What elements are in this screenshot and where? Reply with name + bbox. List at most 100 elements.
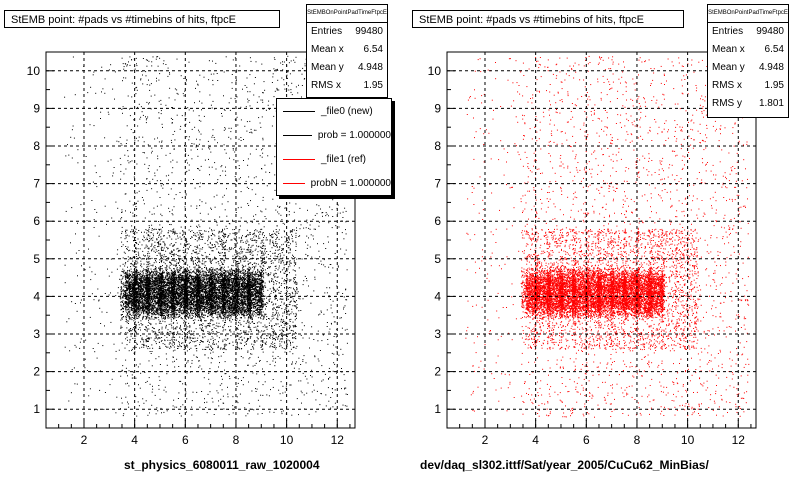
scatter-point bbox=[149, 274, 150, 276]
scatter-point bbox=[184, 304, 186, 306]
scatter-point bbox=[196, 308, 198, 310]
scatter-point bbox=[261, 315, 263, 317]
scatter-point bbox=[145, 277, 147, 279]
scatter-point bbox=[185, 307, 187, 309]
scatter-point bbox=[226, 315, 228, 317]
scatter-point bbox=[199, 212, 201, 214]
scatter-point bbox=[160, 277, 162, 279]
scatter-point bbox=[336, 366, 338, 368]
scatter-point bbox=[131, 298, 133, 300]
scatter-point bbox=[197, 315, 199, 317]
scatter-point bbox=[206, 298, 208, 300]
scatter-point bbox=[129, 316, 130, 318]
scatter-point bbox=[263, 254, 265, 256]
scatter-point bbox=[169, 292, 171, 294]
scatter-point bbox=[344, 207, 346, 209]
scatter-point bbox=[142, 294, 144, 296]
scatter-point bbox=[251, 292, 253, 294]
scatter-point bbox=[263, 226, 265, 228]
scatter-point bbox=[176, 358, 178, 360]
scatter-point bbox=[293, 330, 294, 332]
scatter-point bbox=[189, 309, 191, 311]
scatter-point bbox=[222, 327, 224, 329]
scatter-point bbox=[260, 257, 262, 259]
scatter-point bbox=[232, 265, 234, 267]
scatter-point bbox=[144, 298, 146, 300]
scatter-point bbox=[243, 292, 245, 294]
scatter-point bbox=[164, 295, 166, 297]
scatter-point bbox=[183, 236, 185, 238]
scatter-point bbox=[275, 338, 276, 340]
scatter-point bbox=[277, 276, 279, 278]
scatter-point bbox=[201, 286, 203, 288]
scatter-point bbox=[146, 245, 148, 247]
scatter-point bbox=[143, 304, 145, 306]
scatter-point bbox=[139, 363, 141, 365]
scatter-point bbox=[158, 100, 160, 102]
scatter-point bbox=[139, 299, 140, 301]
scatter-point bbox=[131, 225, 133, 227]
scatter-point bbox=[235, 313, 237, 315]
scatter-point bbox=[215, 289, 217, 291]
scatter-point bbox=[165, 104, 167, 106]
scatter-point bbox=[195, 252, 197, 254]
scatter-point bbox=[136, 263, 138, 265]
scatter-point bbox=[222, 268, 224, 270]
scatter-point bbox=[202, 336, 204, 338]
scatter-point bbox=[258, 311, 260, 313]
scatter-point bbox=[187, 332, 188, 334]
scatter-point bbox=[173, 260, 175, 262]
scatter-point bbox=[328, 222, 330, 224]
scatter-point bbox=[129, 249, 131, 251]
scatter-point bbox=[148, 256, 150, 258]
scatter-point bbox=[234, 314, 236, 316]
scatter-point bbox=[185, 153, 187, 155]
scatter-point bbox=[204, 325, 206, 327]
scatter-point bbox=[271, 82, 273, 83]
scatter-point bbox=[231, 301, 233, 303]
scatter-point bbox=[101, 311, 103, 313]
scatter-point bbox=[248, 409, 250, 411]
scatter-point bbox=[195, 306, 197, 308]
scatter-point bbox=[125, 246, 127, 247]
scatter-point bbox=[345, 233, 347, 235]
scatter-point bbox=[230, 131, 232, 133]
scatter-point bbox=[222, 301, 224, 303]
scatter-point bbox=[214, 298, 216, 300]
scatter-point bbox=[324, 266, 326, 268]
scatter-point bbox=[190, 340, 192, 341]
scatter-point bbox=[220, 294, 222, 296]
scatter-point bbox=[202, 293, 204, 295]
scatter-point bbox=[281, 277, 283, 279]
scatter-point bbox=[217, 142, 218, 144]
scatter-point bbox=[155, 332, 157, 334]
scatter-point bbox=[225, 289, 227, 291]
scatter-point bbox=[164, 343, 166, 345]
scatter-point bbox=[256, 329, 258, 331]
scatter-point bbox=[238, 280, 240, 282]
scatter-point bbox=[245, 277, 247, 279]
scatter-point bbox=[177, 93, 179, 95]
scatter-point bbox=[98, 299, 100, 301]
scatter-point bbox=[291, 94, 293, 96]
scatter-point bbox=[145, 116, 146, 118]
scatter-point bbox=[149, 301, 151, 303]
scatter-point bbox=[158, 246, 160, 247]
scatter-point bbox=[262, 148, 264, 150]
scatter-point bbox=[319, 404, 321, 406]
scatter-point bbox=[189, 330, 191, 332]
scatter-point bbox=[82, 322, 83, 324]
scatter-point bbox=[286, 307, 288, 309]
scatter-point bbox=[159, 282, 161, 284]
scatter-point bbox=[126, 302, 128, 304]
scatter-point bbox=[215, 288, 217, 290]
scatter-point bbox=[209, 174, 210, 176]
scatter-point bbox=[293, 229, 295, 231]
scatter-point bbox=[240, 270, 242, 272]
scatter-point bbox=[161, 272, 163, 274]
scatter-point bbox=[149, 351, 151, 352]
scatter-point bbox=[273, 330, 275, 332]
scatter-point bbox=[247, 338, 249, 340]
scatter-point bbox=[165, 268, 167, 270]
scatter-point bbox=[219, 272, 221, 274]
